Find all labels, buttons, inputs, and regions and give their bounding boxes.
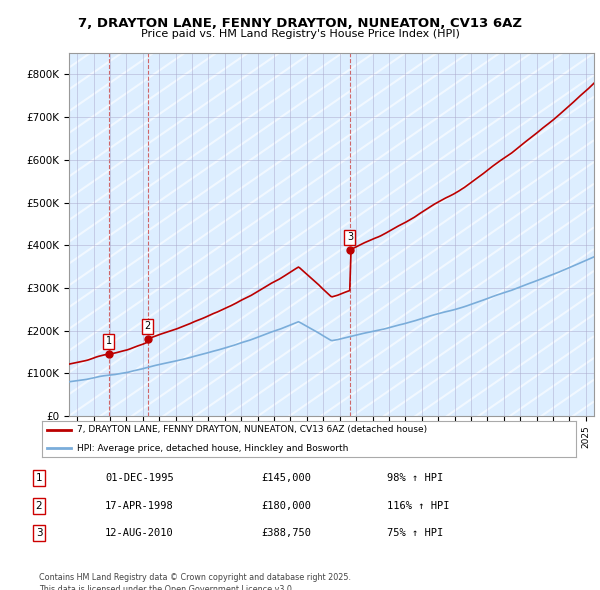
Text: £180,000: £180,000 [261, 501, 311, 510]
Text: HPI: Average price, detached house, Hinckley and Bosworth: HPI: Average price, detached house, Hinc… [77, 444, 348, 453]
Text: £388,750: £388,750 [261, 529, 311, 538]
Text: 7, DRAYTON LANE, FENNY DRAYTON, NUNEATON, CV13 6AZ: 7, DRAYTON LANE, FENNY DRAYTON, NUNEATON… [78, 17, 522, 30]
Text: 98% ↑ HPI: 98% ↑ HPI [387, 473, 443, 483]
Text: 1: 1 [106, 336, 112, 346]
Text: 12-AUG-2010: 12-AUG-2010 [105, 529, 174, 538]
Text: 3: 3 [35, 529, 43, 538]
Text: 7, DRAYTON LANE, FENNY DRAYTON, NUNEATON, CV13 6AZ (detached house): 7, DRAYTON LANE, FENNY DRAYTON, NUNEATON… [77, 425, 427, 434]
Text: Contains HM Land Registry data © Crown copyright and database right 2025.
This d: Contains HM Land Registry data © Crown c… [39, 573, 351, 590]
Text: £145,000: £145,000 [261, 473, 311, 483]
Text: 17-APR-1998: 17-APR-1998 [105, 501, 174, 510]
Text: Price paid vs. HM Land Registry's House Price Index (HPI): Price paid vs. HM Land Registry's House … [140, 30, 460, 39]
Text: 116% ↑ HPI: 116% ↑ HPI [387, 501, 449, 510]
Text: 01-DEC-1995: 01-DEC-1995 [105, 473, 174, 483]
Text: 75% ↑ HPI: 75% ↑ HPI [387, 529, 443, 538]
Text: 1: 1 [35, 473, 43, 483]
Text: 2: 2 [145, 322, 151, 332]
Text: 3: 3 [347, 232, 353, 242]
Text: 2: 2 [35, 501, 43, 510]
